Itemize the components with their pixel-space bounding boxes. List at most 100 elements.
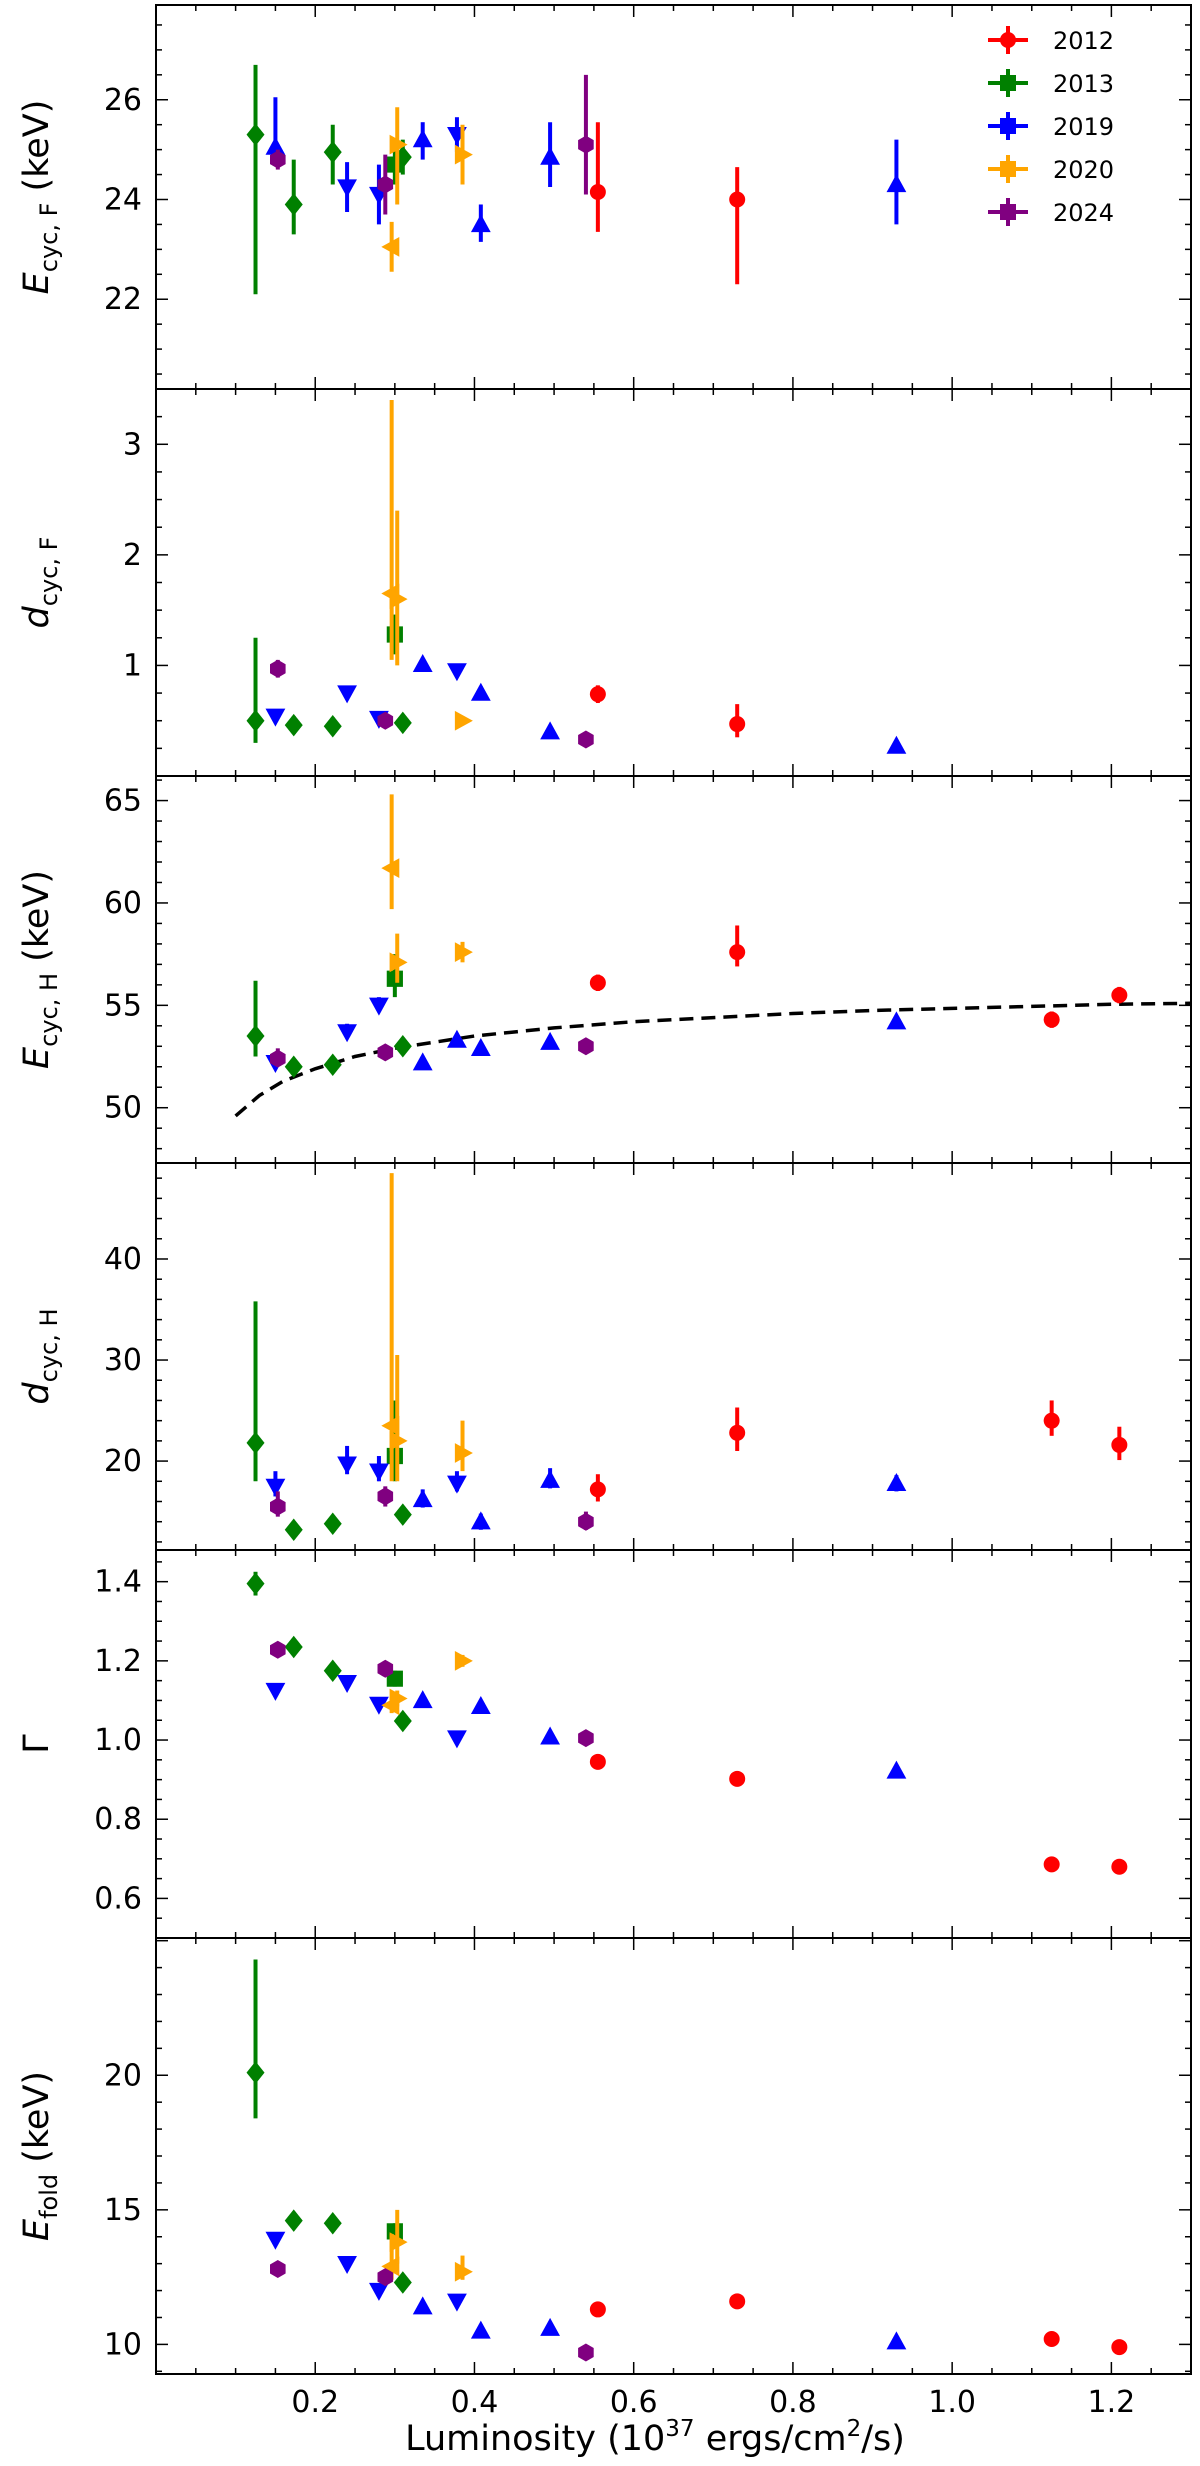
legend: 2012 2013 2019 2020 2024 [988, 26, 1114, 227]
data-point [265, 1682, 286, 1701]
data-point [377, 1043, 394, 1062]
marker [323, 1659, 342, 1683]
data-point [729, 704, 746, 738]
data-point [246, 980, 265, 1057]
data-point [1043, 1011, 1060, 1028]
x-tick-label: 0.4 [451, 2385, 499, 2420]
data-point [377, 1659, 394, 1678]
y-tick-label: 3 [123, 427, 142, 462]
panel-gamma: 0.6 0.8 1.0 1.2 1.4 Γ [17, 1549, 1192, 1939]
y-axis-label: Ecyc, F (keV) [17, 100, 63, 295]
y-axis-label: Γ [17, 1734, 57, 1754]
marker [337, 685, 357, 704]
marker [729, 1770, 746, 1787]
marker [386, 626, 403, 643]
y-axis-label-unit: (keV) [17, 100, 57, 203]
series-2024 [270, 659, 594, 749]
marker [540, 721, 560, 740]
data-point [470, 2320, 491, 2339]
marker [412, 1052, 433, 1071]
y-tick-label: 15 [104, 2193, 142, 2228]
data-point [454, 941, 473, 963]
data-point [265, 1471, 286, 1497]
marker [470, 1696, 491, 1715]
marker [1111, 2339, 1128, 2356]
marker [389, 952, 408, 973]
series-2019 [265, 1445, 907, 1530]
data-point [377, 711, 394, 730]
legend-item-2012: 2012 [988, 26, 1114, 55]
data-point [386, 614, 403, 655]
marker [540, 1031, 560, 1050]
data-point [1111, 2339, 1128, 2356]
marker [284, 1518, 303, 1542]
data-point [886, 1760, 907, 1779]
marker [393, 1035, 412, 1058]
marker [447, 2293, 467, 2312]
data-point [389, 2209, 408, 2264]
series-2012 [589, 2293, 1128, 2356]
data-point [323, 2212, 342, 2235]
data-point [369, 997, 389, 1016]
data-point [412, 653, 433, 672]
data-point [589, 122, 606, 232]
data-point [1043, 2331, 1060, 2348]
marker [578, 135, 594, 154]
marker [540, 1726, 560, 1745]
marker [323, 1512, 342, 1535]
marker [393, 711, 412, 735]
x-tick-label: 1.0 [928, 2385, 976, 2420]
marker [246, 709, 265, 732]
y-axis-label-sub: cyc, H [35, 973, 63, 1047]
y-axis-label-unit: (keV) [17, 2071, 57, 2174]
data-point [284, 1055, 303, 1079]
data-point [1043, 1400, 1060, 1436]
data-point [270, 1491, 286, 1517]
marker [270, 150, 286, 169]
data-point [246, 64, 265, 295]
marker [381, 236, 400, 257]
marker [246, 1572, 265, 1595]
marker [470, 214, 491, 233]
y-axis-label-sub: cyc, F [35, 537, 63, 607]
series-2013 [246, 1959, 412, 2294]
legend-label: 2024 [1053, 199, 1114, 227]
marker [454, 710, 473, 731]
marker [337, 2256, 357, 2275]
legend-item-2019: 2019 [988, 112, 1114, 141]
data-point [393, 2271, 412, 2294]
legend-label: 2019 [1053, 113, 1114, 141]
series-2012 [589, 685, 746, 738]
y-axis-label-unit: (keV) [17, 870, 57, 973]
data-point [412, 1052, 433, 1071]
series-2024 [270, 2260, 594, 2362]
data-point [337, 685, 357, 704]
data-point [337, 1445, 357, 1475]
legend-label: 2012 [1053, 27, 1114, 55]
y-axis-label: dcyc, F [17, 537, 63, 629]
marker [470, 1511, 491, 1530]
marker [454, 942, 473, 962]
x-tick-label: 1.2 [1088, 2385, 1136, 2420]
marker [377, 2268, 394, 2287]
y-tick-label: 1.2 [94, 1644, 142, 1679]
marker [578, 1037, 594, 1056]
data-point [454, 2255, 473, 2282]
data-point [265, 2231, 286, 2250]
marker [589, 2301, 606, 2318]
marker [386, 1447, 403, 1465]
marker [284, 2209, 303, 2232]
marker [1111, 987, 1128, 1004]
data-point [886, 1011, 907, 1030]
marker [389, 134, 408, 155]
legend-marker [1000, 204, 1016, 220]
marker [1043, 1412, 1060, 1429]
marker [447, 1475, 467, 1494]
series-2024 [270, 1486, 594, 1531]
data-point [470, 1511, 491, 1530]
data-point [447, 1471, 467, 1494]
data-point [729, 1770, 746, 1787]
marker [337, 1456, 357, 1475]
data-point [337, 1674, 357, 1693]
